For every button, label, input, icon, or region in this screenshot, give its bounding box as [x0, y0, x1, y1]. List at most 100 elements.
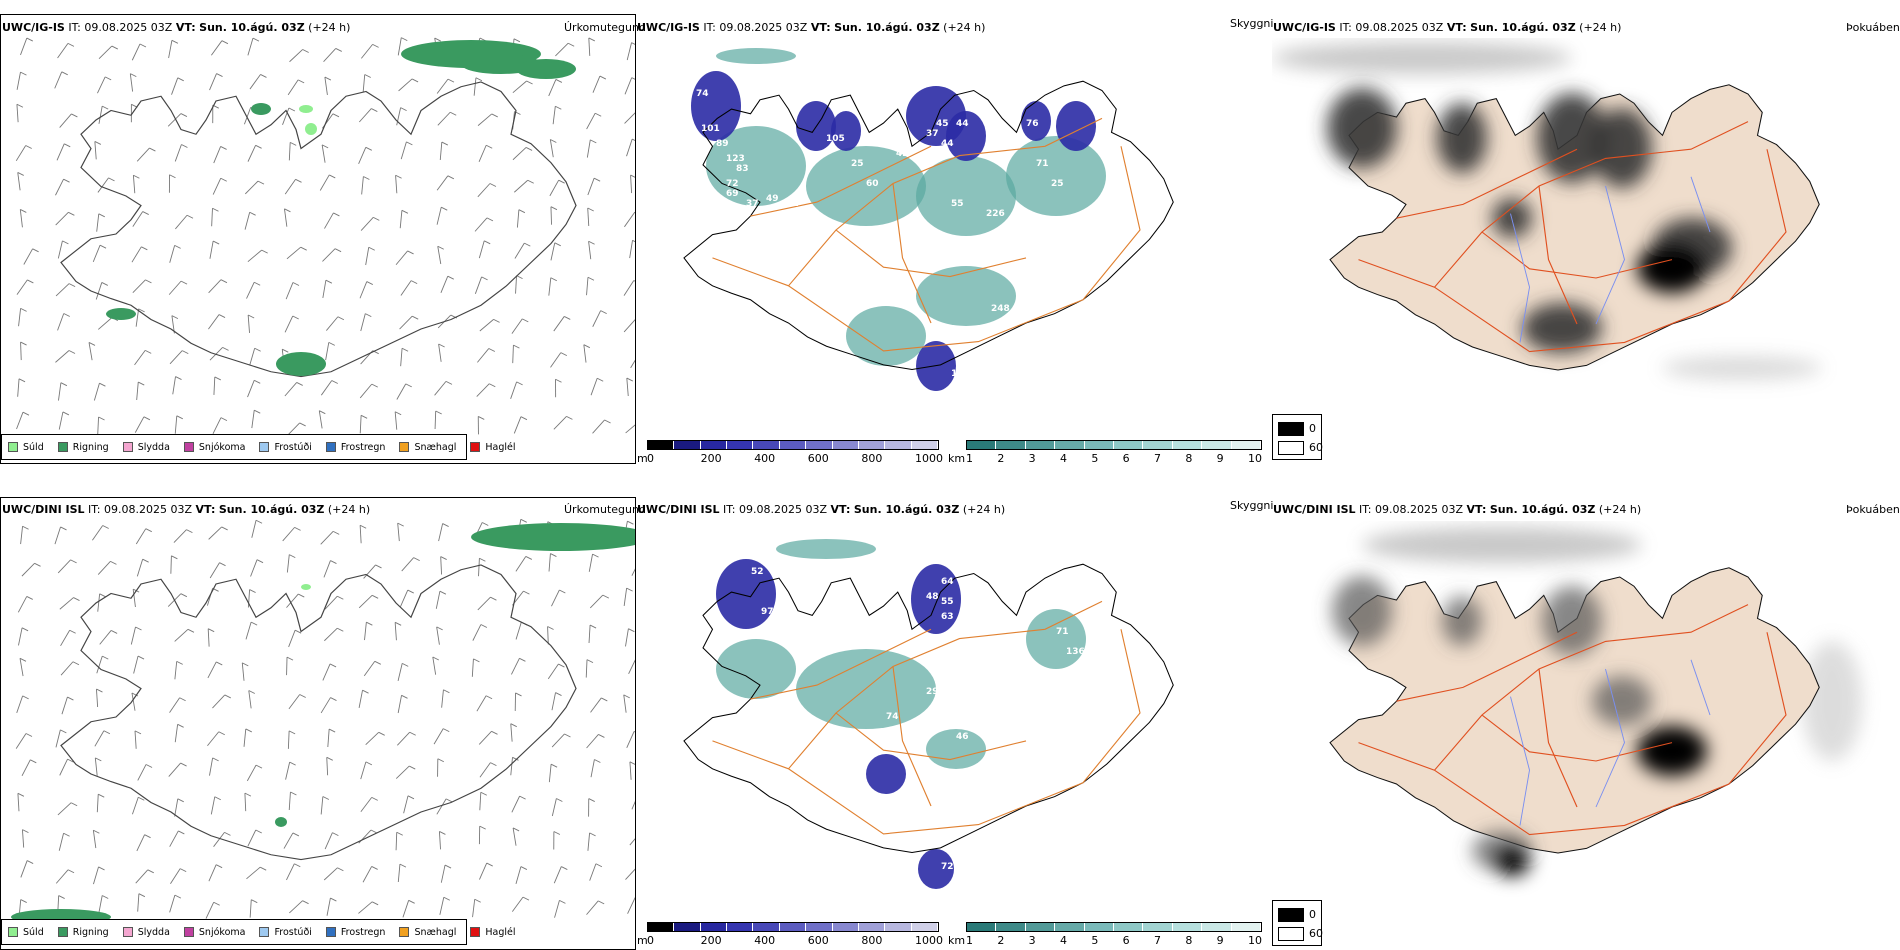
wind-barb [318, 410, 323, 429]
legend-swatch [183, 442, 194, 452]
wind-barb-flag [138, 893, 146, 898]
wind-barb [319, 174, 330, 191]
wind-barb-flag [71, 113, 78, 118]
wind-barb [588, 37, 591, 56]
wind-barb-flag [559, 899, 566, 904]
wind-barb-flag [324, 76, 332, 81]
legend-swatch [325, 442, 336, 452]
iceland-outline [60, 81, 577, 378]
wind-barb-flag [72, 661, 80, 666]
colorbar-segment [1143, 923, 1173, 931]
fog-panel-top: 0 60 [1272, 14, 1900, 464]
wind-barb [629, 761, 632, 780]
wind-barb [247, 380, 255, 398]
wind-barb [132, 589, 136, 608]
legend-swatch [259, 927, 270, 937]
wind-barb [516, 209, 520, 228]
wind-barb [588, 554, 593, 572]
wind-barb-flag [374, 660, 382, 665]
wind-barb [212, 417, 222, 435]
cloudbase-value-label: 52 [1106, 652, 1119, 662]
wind-barb-flag [520, 866, 528, 870]
map-area [776, 539, 876, 559]
wind-barb [511, 896, 524, 912]
wind-barb-flag [221, 40, 229, 45]
map-area [716, 48, 796, 64]
wind-barb [438, 343, 442, 362]
wind-barb [362, 74, 366, 93]
wind-barb [474, 276, 482, 294]
wind-barb-flag [516, 275, 523, 280]
wind-barb-flag [480, 791, 488, 796]
title-precip-type-bottom: Úrkomutegund [564, 503, 646, 516]
wind-barb [439, 897, 445, 915]
road-network [712, 117, 1141, 352]
wind-barb-flag [566, 415, 573, 420]
wind-barb [97, 317, 113, 330]
wind-barb-flag [248, 690, 255, 694]
legend-item-slydda: Slydda [122, 927, 170, 938]
wind-barb [209, 347, 223, 361]
wind-barb-flag [602, 594, 610, 599]
wind-barb-flag [583, 344, 591, 349]
wind-barb [93, 866, 99, 885]
wind-barb [395, 250, 408, 266]
wind-barb-flag [447, 78, 455, 83]
wind-barb [441, 689, 444, 708]
wind-barb [363, 564, 376, 579]
wind-barb-flag [222, 346, 229, 351]
wind-barb-flag [510, 723, 517, 728]
colorbar-segment [911, 441, 938, 449]
wind-barb [515, 622, 522, 640]
wind-barb [363, 661, 376, 677]
wind-barb [397, 731, 411, 746]
wind-barb [98, 106, 103, 124]
wind-barb-flag [525, 556, 533, 560]
wind-barb-flag [588, 240, 595, 245]
wind-barb [94, 757, 98, 776]
wind-barb [59, 597, 74, 610]
legend-item-snæhagl: Snæhagl [399, 927, 456, 938]
road-network [1358, 604, 1787, 836]
fog-label-60: 60 [1309, 927, 1323, 940]
wind-barb-flag [212, 207, 219, 212]
cloudbase-value-label: 37 [746, 199, 759, 209]
wind-barb [249, 348, 256, 366]
wind-barb-flag [553, 831, 561, 835]
cloudbase-value-label: 226 [986, 209, 1005, 219]
wind-barb [169, 245, 176, 263]
wind-barb [322, 663, 331, 681]
wind-barb [436, 798, 447, 815]
wind-barb [358, 595, 373, 609]
colorbar-tick: 1 [966, 934, 973, 947]
wind-barb [360, 217, 374, 231]
legend-item-súld: Súld [8, 442, 44, 453]
colorbar-tick: 800 [861, 934, 883, 947]
road [1538, 668, 1578, 808]
wind-barb [170, 555, 172, 574]
wind-barb [284, 179, 296, 195]
wind-barbs [15, 37, 635, 437]
wind-barb [324, 76, 328, 95]
colorbar-tick: 6 [1122, 934, 1130, 947]
colorbar-segment [832, 923, 859, 931]
wind-barb [284, 315, 294, 333]
wind-barb-flag [443, 896, 451, 901]
wind-barb-flag [437, 758, 445, 763]
legend-label: Slydda [137, 441, 170, 453]
colorbar-segment [1055, 923, 1085, 931]
wind-barb-flag [63, 832, 70, 837]
wind-barb [549, 179, 560, 197]
wind-barb [208, 864, 217, 882]
wind-barb-flag [252, 37, 260, 42]
wind-barb [55, 350, 70, 363]
wind-barb [207, 661, 217, 679]
map-area [1327, 88, 1397, 168]
visibility-areas [716, 539, 1086, 769]
wind-barb [552, 106, 556, 125]
wind-barb-flag [485, 695, 493, 700]
wind-barb-flag [171, 39, 179, 44]
wind-barb-flag [365, 146, 373, 151]
